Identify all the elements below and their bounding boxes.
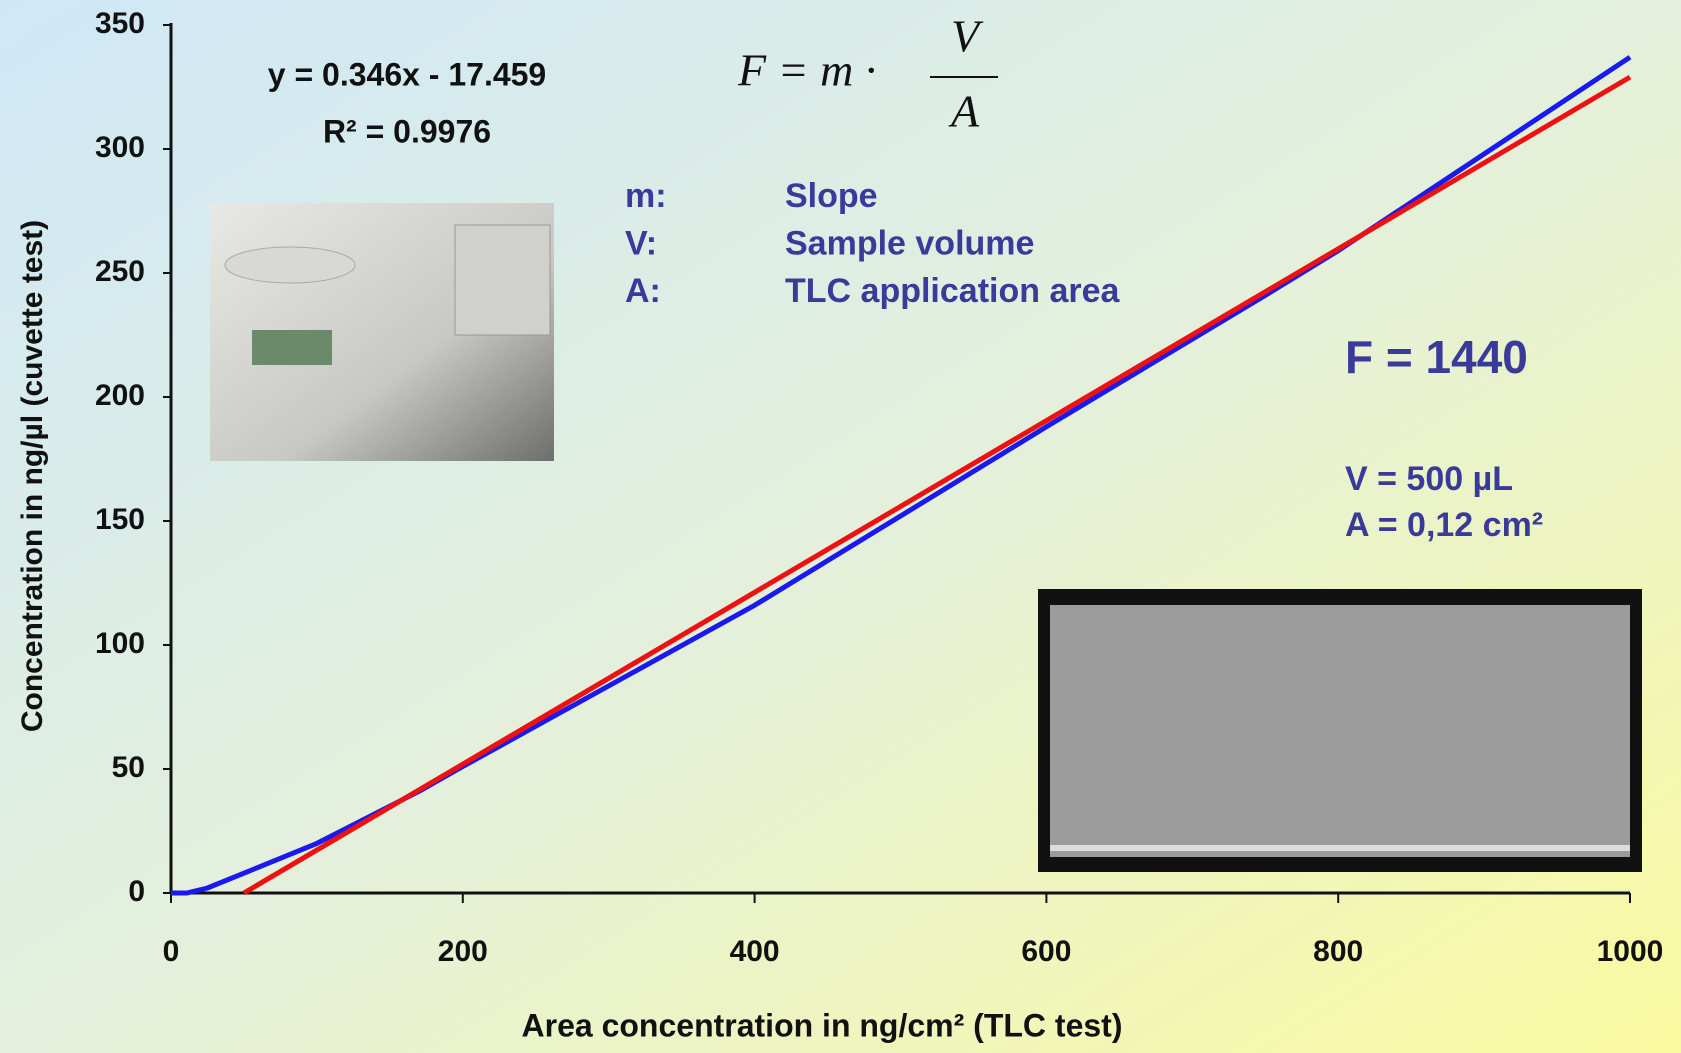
y-tick-label: 350 xyxy=(95,7,145,40)
y-tick-label: 0 xyxy=(128,875,145,908)
legend-key: V: xyxy=(625,224,657,262)
x-axis-title: Area concentration in ng/cm² (TLC test) xyxy=(522,1007,1123,1043)
equation: y = 0.346x - 17.459 xyxy=(268,56,546,92)
legend-key: m: xyxy=(625,177,667,215)
formula-numerator: V xyxy=(951,11,984,62)
x-tick-label: 200 xyxy=(438,935,488,968)
y-tick-label: 100 xyxy=(95,627,145,660)
y-tick-label: 250 xyxy=(95,255,145,288)
x-tick-label: 1000 xyxy=(1597,935,1664,968)
legend-text: TLC application area xyxy=(785,272,1120,310)
chart: Concentration in ng/µl (cuvette test) Ar… xyxy=(0,0,1681,1053)
y-tick-label: 150 xyxy=(95,503,145,536)
result: F = 1440 xyxy=(1345,331,1528,383)
photo-spectrometer xyxy=(210,203,554,461)
r-squared: R² = 0.9976 xyxy=(323,113,491,149)
formula-denominator: A xyxy=(948,86,980,137)
legend-key: A: xyxy=(625,272,661,310)
volume: V = 500 µL xyxy=(1345,460,1513,498)
y-tick-label: 200 xyxy=(95,379,145,412)
x-tick-label: 600 xyxy=(1021,935,1071,968)
photo-tlc-plate xyxy=(1038,589,1642,872)
legend-text: Slope xyxy=(785,177,878,215)
x-tick-label: 800 xyxy=(1313,935,1363,968)
x-tick-label: 400 xyxy=(730,935,780,968)
x-tick-label: 0 xyxy=(163,935,180,968)
formula: F = m · xyxy=(737,45,876,96)
y-tick-label: 300 xyxy=(95,131,145,164)
y-tick-label: 50 xyxy=(112,751,145,784)
legend-text: Sample volume xyxy=(785,224,1034,262)
y-axis-title: Concentration in ng/µl (cuvette test) xyxy=(16,220,49,732)
area: A = 0,12 cm² xyxy=(1345,506,1543,544)
